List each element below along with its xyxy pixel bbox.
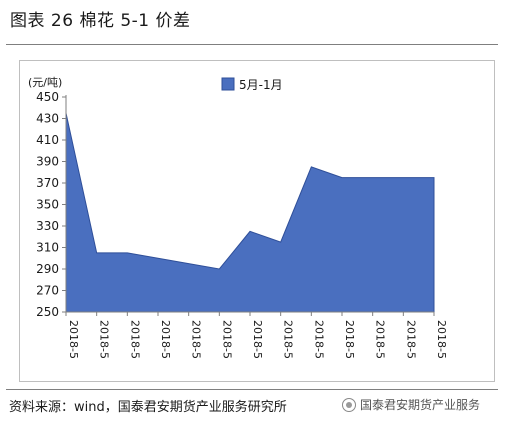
x-tick-label: 2018-5 [98, 320, 111, 359]
y-tick-label: 370 [36, 176, 59, 190]
x-tick-label: 2018-5 [282, 320, 295, 359]
legend-swatch [221, 77, 235, 91]
y-tick-label: 430 [36, 112, 59, 126]
watermark-text: 国泰君安期货产业服务 [360, 398, 481, 412]
x-tick-label: 2018-5 [190, 320, 203, 359]
y-unit-label: (元/吨) [28, 76, 62, 89]
x-tick-label: 2018-5 [159, 320, 172, 359]
y-tick-label: 450 [36, 90, 59, 104]
x-tick-label: 2018-5 [343, 320, 356, 359]
x-tick-label: 2018-5 [312, 320, 325, 359]
chart-frame [19, 60, 495, 382]
y-tick-label: 350 [36, 198, 59, 212]
watermark: 国泰君安期货产业服务 [342, 396, 480, 413]
x-tick-label: 2018-5 [404, 320, 417, 359]
legend-label: 5月-1月 [239, 78, 283, 92]
y-tick-label: 390 [36, 155, 59, 169]
source-note: 资料来源：wind，国泰君安期货产业服务研究所 [9, 400, 287, 415]
y-tick-label: 250 [36, 305, 59, 319]
y-tick-label: 290 [36, 262, 59, 276]
x-tick-label: 2018-5 [251, 320, 264, 359]
wechat-icon [342, 397, 356, 412]
x-tick-label: 2018-5 [220, 320, 233, 359]
y-tick-label: 330 [36, 219, 59, 233]
x-tick-label: 2018-5 [67, 320, 80, 359]
x-tick-label: 2018-5 [435, 320, 448, 359]
y-tick-label: 310 [36, 241, 59, 255]
top-divider [6, 44, 498, 45]
bottom-divider [6, 389, 498, 390]
x-tick-label: 2018-5 [128, 320, 141, 359]
x-tick-label: 2018-5 [374, 320, 387, 359]
area-series-0 [65, 113, 435, 313]
figure-title: 图表 26 棉花 5-1 价差 [10, 11, 191, 31]
y-tick-label: 410 [36, 133, 59, 147]
y-tick-label: 270 [36, 284, 59, 298]
